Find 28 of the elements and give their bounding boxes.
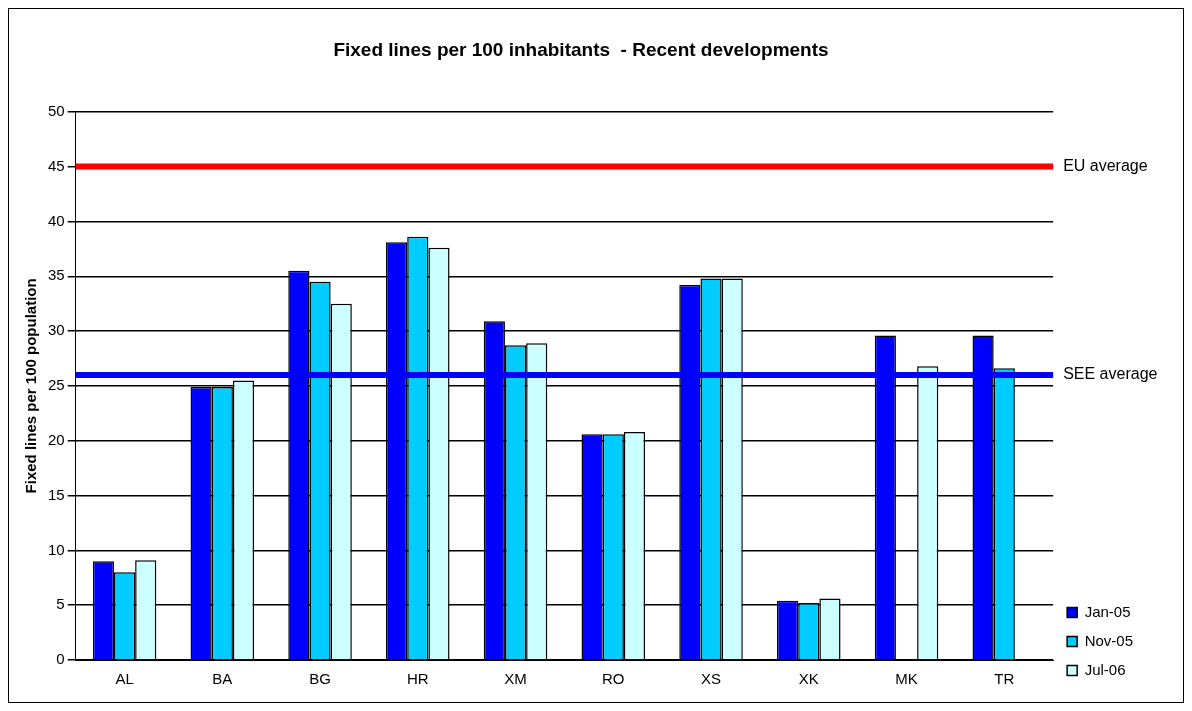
x-tick-label: HR: [406, 670, 429, 688]
legend-label: Jul-06: [1084, 660, 1126, 678]
x-tick-label: XM: [504, 670, 527, 688]
ref-line-label: SEE average: [1063, 365, 1158, 383]
y-axis-title: Fixed lines per 100 population: [22, 278, 40, 494]
y-tick-label: 50: [48, 101, 65, 119]
chart-title: Fixed lines per 100 inhabitants - Recent developments: [333, 38, 829, 60]
x-tick-label: XS: [701, 670, 722, 688]
y-tick-label: 15: [48, 485, 65, 503]
x-tick-label: AL: [115, 670, 134, 688]
y-tick-label: 45: [48, 156, 65, 174]
x-tick-label: XK: [798, 670, 819, 688]
x-tick-label: BG: [309, 670, 331, 688]
y-tick-label: 5: [56, 595, 65, 613]
y-tick-label: 10: [48, 540, 65, 558]
x-tick-label: BA: [212, 670, 233, 688]
x-tick-label: RO: [602, 670, 625, 688]
legend-label: Jan-05: [1084, 602, 1131, 620]
y-tick-label: 20: [48, 430, 65, 448]
ref-line-label: EU average: [1063, 157, 1148, 175]
y-tick-label: 35: [48, 266, 65, 284]
y-tick-label: 25: [48, 376, 65, 394]
x-tick-label: TR: [994, 670, 1015, 688]
y-tick-label: 40: [48, 211, 65, 229]
legend-label: Nov-05: [1084, 631, 1133, 649]
y-tick-label: 30: [48, 321, 65, 339]
y-tick-label: 0: [56, 650, 65, 668]
x-tick-label: MK: [895, 670, 918, 688]
